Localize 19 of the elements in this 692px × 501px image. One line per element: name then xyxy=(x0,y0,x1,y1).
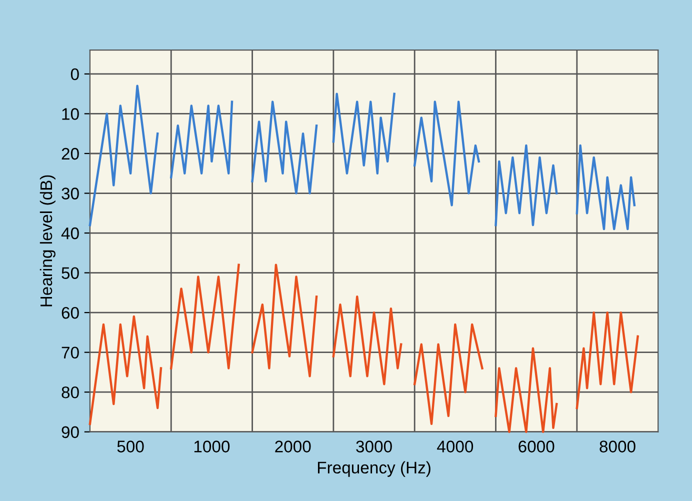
y-tick-label: 70 xyxy=(62,346,79,359)
x-tick-label: 6000 xyxy=(518,440,554,452)
y-tick-label: 60 xyxy=(62,306,79,319)
y-axis-title: Hearing level (dB) xyxy=(40,175,56,306)
y-tick-label: 50 xyxy=(62,267,79,279)
y-tick-label: 20 xyxy=(62,148,79,160)
y-tick-label: 10 xyxy=(62,108,79,120)
y-tick-label: 0 xyxy=(70,68,79,80)
x-tick-label: 1000 xyxy=(194,440,230,452)
y-tick-label: 40 xyxy=(61,227,79,240)
x-tick-label: 8000 xyxy=(600,440,636,452)
x-tick-label: 4000 xyxy=(437,440,474,452)
x-tick-label: 3000 xyxy=(356,440,392,452)
y-tick-label: 30 xyxy=(62,188,79,200)
y-tick-label: 90 xyxy=(62,426,79,438)
x-tick-label: 500 xyxy=(117,440,144,452)
x-axis-title: Frequency (Hz) xyxy=(318,461,430,477)
y-tick-label: 80 xyxy=(62,386,79,398)
x-tick-label: 2000 xyxy=(275,440,311,452)
